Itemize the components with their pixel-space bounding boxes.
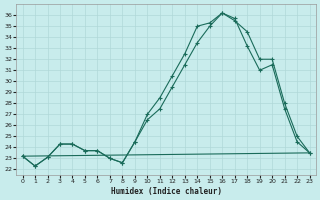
X-axis label: Humidex (Indice chaleur): Humidex (Indice chaleur) bbox=[111, 187, 221, 196]
